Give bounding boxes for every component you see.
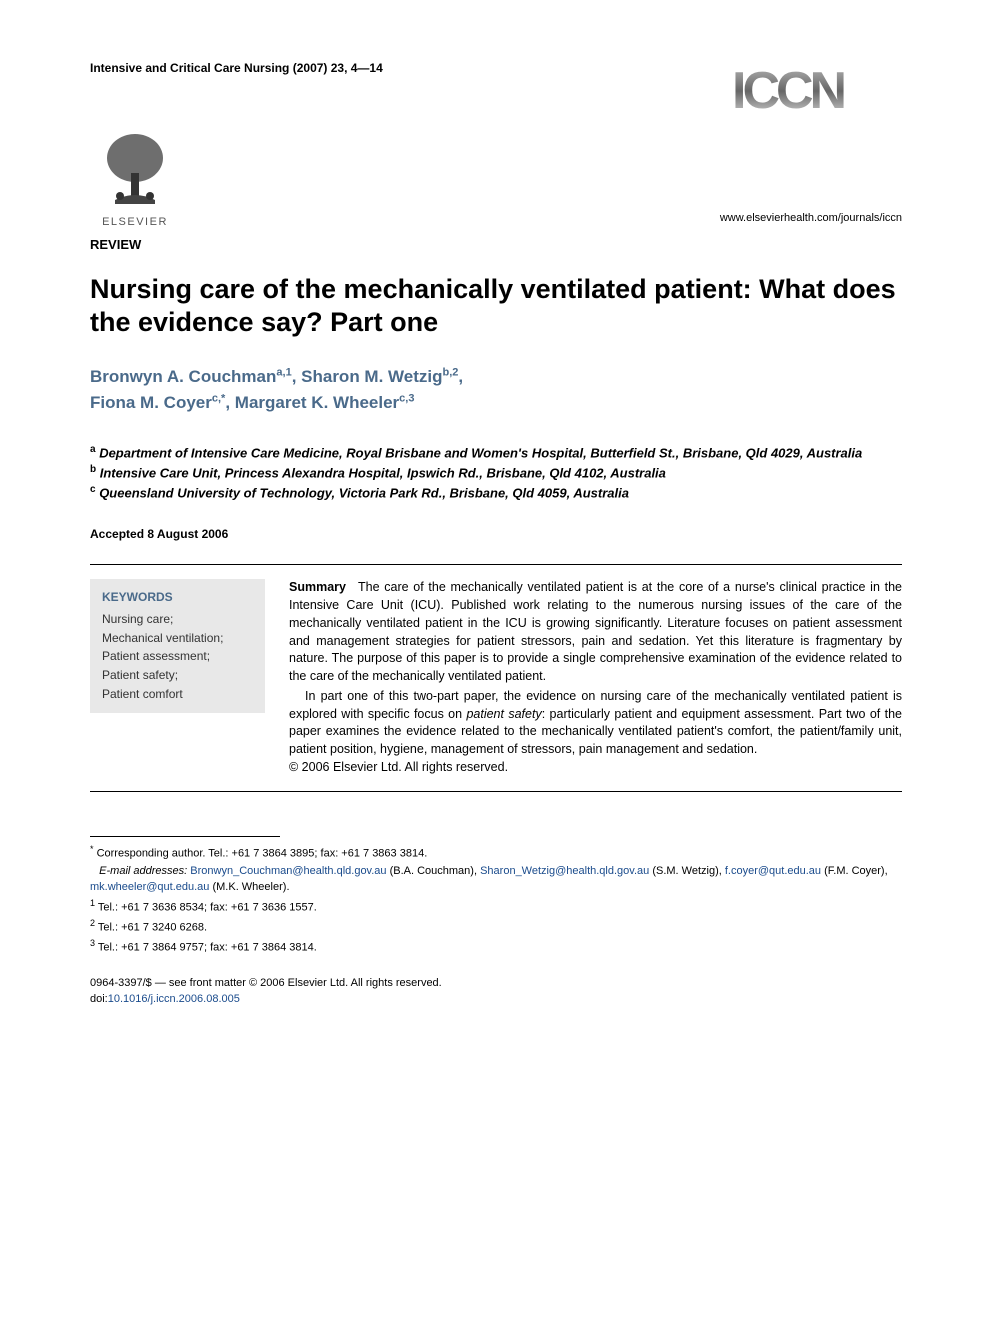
email-link[interactable]: Bronwyn_Couchman@health.qld.gov.au xyxy=(190,865,386,877)
journal-reference: Intensive and Critical Care Nursing (200… xyxy=(90,60,383,77)
accepted-date: Accepted 8 August 2006 xyxy=(90,526,902,543)
publisher-logo: ELSEVIER xyxy=(90,128,180,230)
summary-p2: In part one of this two-part paper, the … xyxy=(289,688,902,759)
keyword: Mechanical ventilation; xyxy=(102,629,253,648)
article-type: REVIEW xyxy=(90,236,902,254)
summary-p1: SummaryThe care of the mechanically vent… xyxy=(289,579,902,686)
keyword: Patient safety; xyxy=(102,666,253,685)
logo-row: ELSEVIER www.elsevierhealth.com/journals… xyxy=(90,128,902,230)
email-link[interactable]: f.coyer@qut.edu.au xyxy=(725,865,821,877)
affiliation: b Intensive Care Unit, Princess Alexandr… xyxy=(90,463,902,483)
footnotes-block: * Corresponding author. Tel.: +61 7 3864… xyxy=(90,828,902,957)
doi-link[interactable]: 10.1016/j.iccn.2006.08.005 xyxy=(108,993,240,1005)
keyword: Nursing care; xyxy=(102,610,253,629)
affiliation: c Queensland University of Technology, V… xyxy=(90,483,902,503)
svg-text:ICCN: ICCN xyxy=(732,62,845,120)
author: Margaret K. Wheelerc,3 xyxy=(235,393,415,412)
footnote: 2 Tel.: +61 7 3240 6268. xyxy=(90,917,902,936)
keywords-box: KEYWORDS Nursing care; Mechanical ventil… xyxy=(90,579,265,713)
authors-block: Bronwyn A. Couchmana,1, Sharon M. Wetzig… xyxy=(90,364,902,415)
journal-logo: ICCN xyxy=(722,60,902,120)
elsevier-tree-icon xyxy=(95,128,175,213)
publication-info: 0964-3397/$ — see front matter © 2006 El… xyxy=(90,976,902,1007)
corresponding-author-note: * Corresponding author. Tel.: +61 7 3864… xyxy=(90,843,902,862)
footnote: 3 Tel.: +61 7 3864 9757; fax: +61 7 3864… xyxy=(90,937,902,956)
article-title: Nursing care of the mechanically ventila… xyxy=(90,273,902,341)
author: Sharon M. Wetzigb,2 xyxy=(301,367,458,386)
affiliation: a Department of Intensive Care Medicine,… xyxy=(90,443,902,463)
email-link[interactable]: mk.wheeler@qut.edu.au xyxy=(90,881,209,893)
email-link[interactable]: Sharon_Wetzig@health.qld.gov.au xyxy=(480,865,649,877)
author: Fiona M. Coyerc,* xyxy=(90,393,225,412)
email-addresses: E-mail addresses: Bronwyn_Couchman@healt… xyxy=(90,863,902,896)
keywords-heading: KEYWORDS xyxy=(102,589,253,606)
keyword: Patient assessment; xyxy=(102,647,253,666)
affiliations-block: a Department of Intensive Care Medicine,… xyxy=(90,443,902,504)
journal-url: www.elsevierhealth.com/journals/iccn xyxy=(720,211,902,226)
header-row: Intensive and Critical Care Nursing (200… xyxy=(90,60,902,120)
author: Bronwyn A. Couchmana,1 xyxy=(90,367,292,386)
summary-copyright: © 2006 Elsevier Ltd. All rights reserved… xyxy=(289,759,902,777)
summary-text: SummaryThe care of the mechanically vent… xyxy=(289,579,902,776)
publisher-name: ELSEVIER xyxy=(102,215,168,230)
keyword: Patient comfort xyxy=(102,685,253,704)
issn-copyright: 0964-3397/$ — see front matter © 2006 El… xyxy=(90,976,902,991)
footnote: 1 Tel.: +61 7 3636 8534; fax: +61 7 3636… xyxy=(90,897,902,916)
abstract-block: KEYWORDS Nursing care; Mechanical ventil… xyxy=(90,564,902,791)
doi-line: doi:10.1016/j.iccn.2006.08.005 xyxy=(90,992,902,1007)
